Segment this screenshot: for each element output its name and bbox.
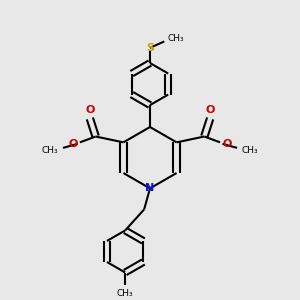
Text: N: N: [146, 183, 154, 194]
Text: O: O: [206, 105, 215, 115]
Text: CH₃: CH₃: [117, 289, 134, 298]
Text: CH₃: CH₃: [167, 34, 184, 43]
Text: CH₃: CH₃: [242, 146, 258, 155]
Text: O: O: [85, 105, 94, 115]
Text: O: O: [222, 139, 232, 149]
Text: CH₃: CH₃: [42, 146, 58, 155]
Text: O: O: [68, 139, 78, 149]
Text: S: S: [146, 43, 154, 53]
